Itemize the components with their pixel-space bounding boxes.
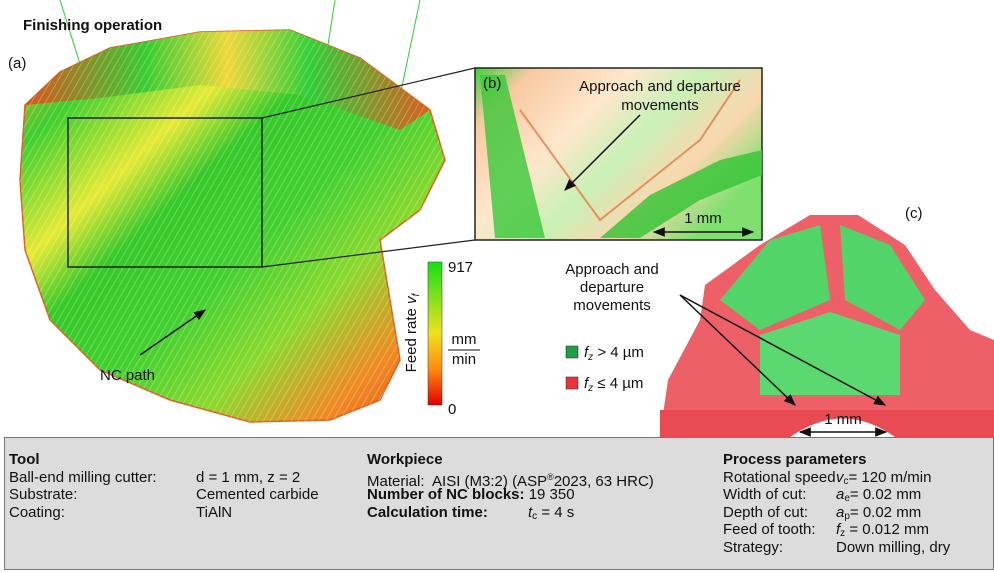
annotation: Approach and (565, 261, 658, 278)
row: Feed of tooth:fz = 0.012 mm (723, 521, 994, 539)
label: Coating: (9, 504, 65, 522)
heading: Tool (9, 451, 359, 469)
annotation: departure (580, 279, 644, 296)
value: Down milling, dry (836, 539, 950, 557)
illustration-rect (428, 262, 442, 405)
row: Coating: TiAlN (9, 504, 359, 522)
legend-swatch (566, 346, 578, 358)
row: Width of cut:ae= 0.02 mm (723, 486, 994, 504)
legend-label: fz > 4 µm (584, 344, 644, 363)
label: Feed of tooth: (723, 521, 816, 539)
label: Number of NC blocks: (367, 486, 525, 503)
annotation: movements (573, 297, 651, 314)
tool-column: Tool Ball-end milling cutter: d = 1 mm, z… (9, 451, 359, 521)
figure-title: Finishing operation (23, 17, 162, 34)
colorbar-unit: mm (452, 331, 477, 348)
images: Finishing operation (a) (b) (c) Approach… (0, 0, 994, 437)
annotation: movements (621, 97, 699, 114)
value: ® (547, 472, 554, 482)
value-text: Down milling, dry (836, 539, 950, 556)
workpiece-column: Workpiece Material: AISI (M3:2) (ASP®202… (367, 451, 717, 521)
row: Ball-end milling cutter: d = 1 mm, z = 2 (9, 469, 359, 487)
panel-label: (c) (905, 205, 923, 222)
value: Cemented carbide (196, 486, 319, 504)
colorbar-label-text: Feed rate (403, 304, 420, 372)
parameter-table: Tool Ball-end milling cutter: d = 1 mm, z… (4, 437, 994, 570)
heading: Workpiece (367, 451, 717, 469)
annotation: NC path (100, 367, 155, 384)
legend-text: ≤ 4 µm (593, 375, 643, 392)
value: 19 350 (529, 486, 575, 503)
label: Rotational speed (723, 469, 836, 487)
value: TiAlN (196, 504, 232, 522)
scale-label: 1 mm (684, 210, 722, 227)
value-text: = 0.012 mm (845, 521, 929, 538)
value: d = 1 mm, z = 2 (196, 469, 300, 487)
legend-text: > 4 µm (593, 344, 644, 361)
row: Material: AISI (M3:2) (ASP®2023, 63 HRC) (367, 469, 717, 487)
row: Calculation time:tc = 4 s (367, 504, 717, 522)
label: Ball-end milling cutter: (9, 469, 157, 487)
value-text: = 0.02 mm (850, 504, 921, 521)
figure: {"title": "Finishing operation", "panels… (0, 0, 994, 572)
legend-swatch (566, 377, 578, 389)
colorbar-subscript: f (411, 292, 422, 296)
panel-label: (a) (8, 55, 26, 72)
colorbar-max: 917 (448, 259, 473, 276)
colorbar-label: Feed rate vf (403, 292, 422, 372)
value: tc = 4 s (528, 504, 574, 526)
row: Number of NC blocks: 19 350 (367, 486, 717, 504)
heading: Process parameters (723, 451, 994, 469)
row: Substrate: Cemented carbide (9, 486, 359, 504)
legend-label: fz ≤ 4 µm (584, 375, 643, 394)
label: Strategy: (723, 539, 783, 557)
label: Calculation time: (367, 504, 488, 522)
page: Finishing operation html, body { margin:… (0, 0, 994, 572)
label: Depth of cut: (723, 504, 808, 522)
colorbar-unit: min (452, 351, 476, 368)
label: Substrate: (9, 486, 77, 504)
row: Depth of cut:ap= 0.02 mm (723, 504, 994, 522)
value-text: = 120 m/min (849, 469, 932, 486)
value-text: = 4 s (537, 504, 574, 521)
symbol: v (836, 469, 844, 486)
scale-label: 1 mm (824, 411, 862, 428)
panel-label: (b) (483, 75, 501, 92)
illustration-path (20, 30, 445, 422)
label: Width of cut: (723, 486, 806, 504)
colorbar-min: 0 (448, 401, 456, 418)
value-text: = 0.02 mm (850, 486, 921, 503)
annotation: Approach and departure (579, 78, 741, 95)
row: Strategy: Down milling, dry (723, 539, 994, 557)
